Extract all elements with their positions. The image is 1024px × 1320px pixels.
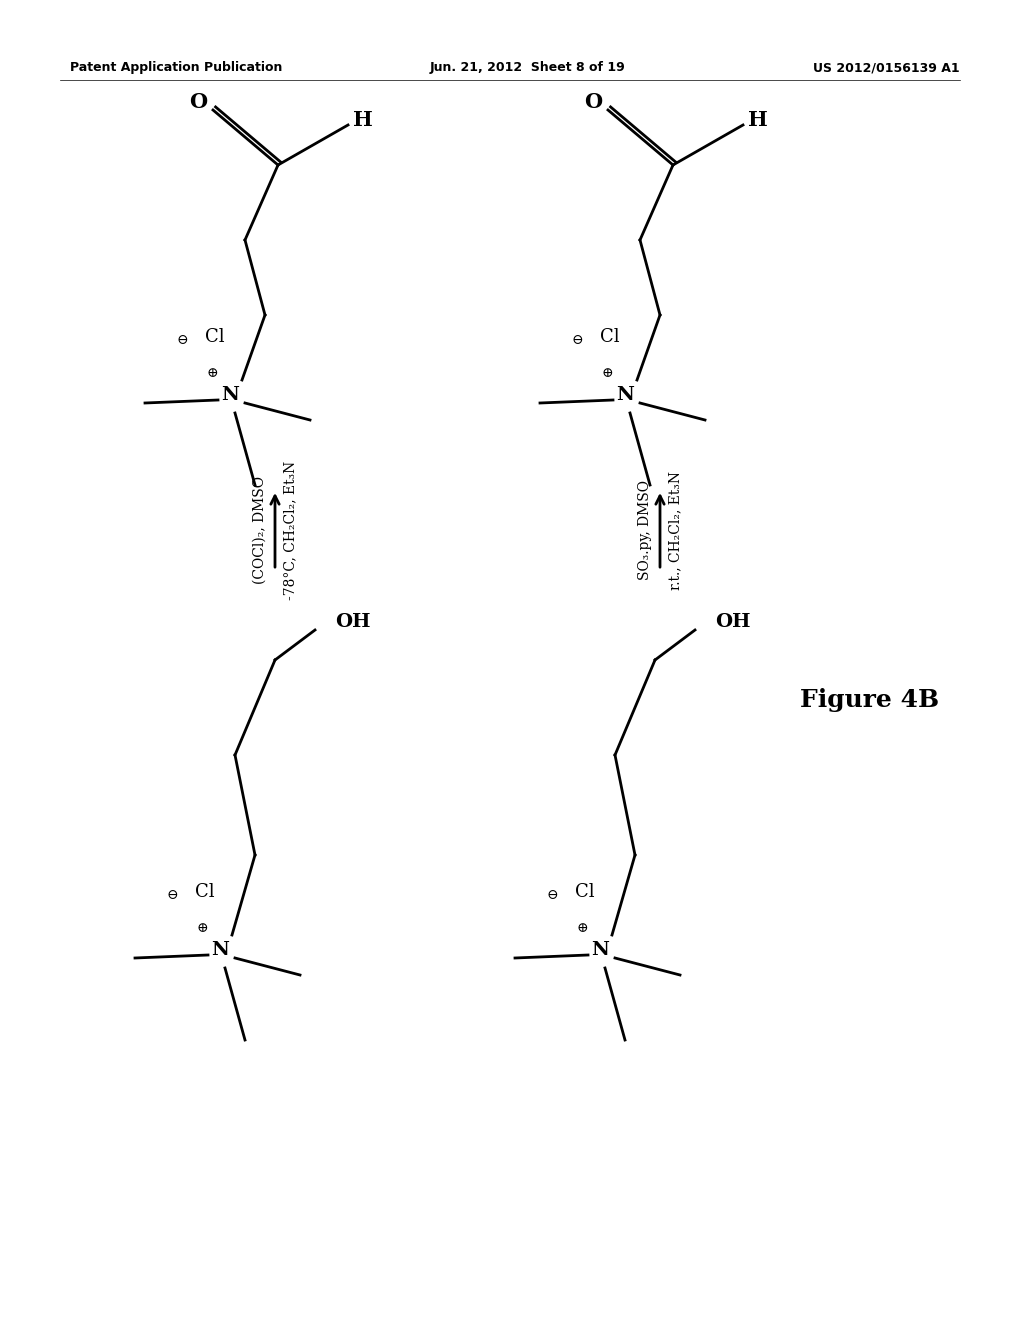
Text: N: N xyxy=(211,941,229,960)
Text: (COCl)₂, DMSO: (COCl)₂, DMSO xyxy=(253,477,267,583)
Text: ⊖: ⊖ xyxy=(166,888,178,902)
Text: ⊕: ⊕ xyxy=(601,366,612,380)
Text: N: N xyxy=(591,941,609,960)
Text: SO₃.py, DMSO: SO₃.py, DMSO xyxy=(638,480,652,579)
Text: Cl: Cl xyxy=(575,883,595,902)
Text: Patent Application Publication: Patent Application Publication xyxy=(70,62,283,74)
Text: OH: OH xyxy=(335,612,371,631)
Text: OH: OH xyxy=(715,612,751,631)
Text: ⊖: ⊖ xyxy=(176,333,187,347)
Text: N: N xyxy=(616,385,634,404)
Text: H: H xyxy=(749,110,768,129)
Text: Cl: Cl xyxy=(205,327,224,346)
Text: Jun. 21, 2012  Sheet 8 of 19: Jun. 21, 2012 Sheet 8 of 19 xyxy=(430,62,626,74)
Text: O: O xyxy=(189,92,207,112)
Text: H: H xyxy=(353,110,373,129)
Text: ⊕: ⊕ xyxy=(206,366,218,380)
Text: Cl: Cl xyxy=(600,327,620,346)
Text: Cl: Cl xyxy=(195,883,215,902)
Text: ⊖: ⊖ xyxy=(546,888,558,902)
Text: US 2012/0156139 A1: US 2012/0156139 A1 xyxy=(813,62,961,74)
Text: -78°C, CH₂Cl₂, Et₃N: -78°C, CH₂Cl₂, Et₃N xyxy=(283,461,297,599)
Text: ⊕: ⊕ xyxy=(197,921,208,935)
Text: ⊕: ⊕ xyxy=(577,921,588,935)
Text: ⊖: ⊖ xyxy=(571,333,583,347)
Text: O: O xyxy=(584,92,602,112)
Text: Figure 4B: Figure 4B xyxy=(801,688,940,711)
Text: r.t., CH₂Cl₂, Et₃N: r.t., CH₂Cl₂, Et₃N xyxy=(668,470,682,590)
Text: N: N xyxy=(221,385,239,404)
